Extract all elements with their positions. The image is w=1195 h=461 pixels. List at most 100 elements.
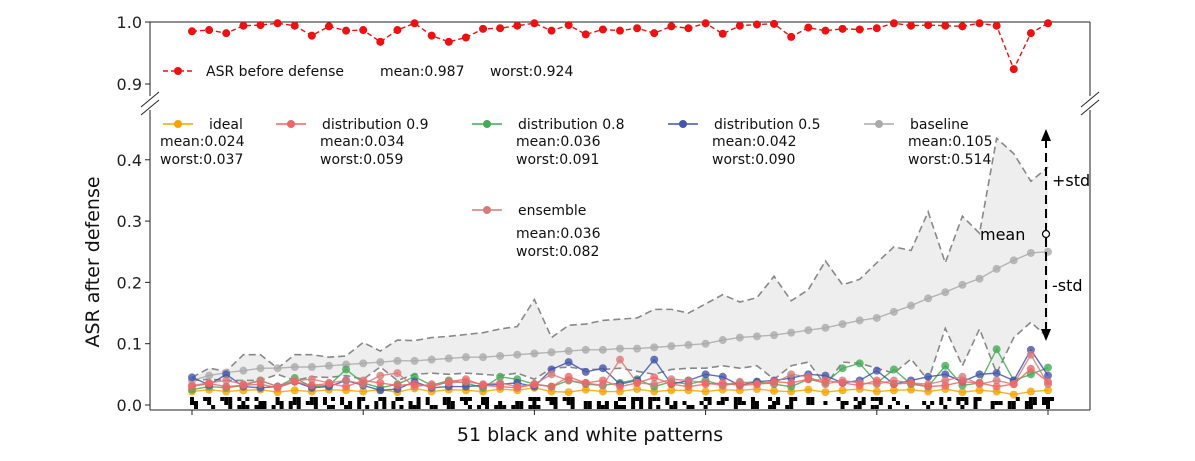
break-mark-right-2 (1080, 99, 1100, 116)
pattern-cell (887, 405, 892, 409)
pattern-thumbnail (922, 401, 935, 409)
pattern-thumbnail (237, 397, 250, 409)
bottom-panel: 0.00.10.20.30.4 +std -std mean idealmean… (117, 110, 1091, 415)
point-ensemble (992, 376, 1001, 385)
bottom-panel-series (188, 247, 1052, 399)
pattern-cell (271, 405, 276, 409)
point-before-defense (479, 24, 488, 33)
pattern-cell (639, 405, 644, 409)
point-before-defense (718, 29, 727, 38)
pattern-cell (340, 401, 345, 405)
pattern-cell (631, 405, 636, 409)
pattern-cell (446, 397, 451, 401)
legend-swatch-marker-distribution-0-5 (679, 120, 687, 128)
pattern-cell (587, 401, 592, 405)
pattern-thumbnail (357, 397, 370, 409)
pattern-cell (750, 405, 755, 409)
pattern-cell (237, 397, 242, 401)
plus-std-label: +std (1052, 171, 1090, 190)
pattern-cell (699, 401, 704, 405)
pattern-thumbnail (853, 397, 866, 409)
point-baseline (855, 316, 864, 325)
point-baseline (239, 366, 248, 375)
legend-mean-ideal: mean:0.024 (160, 134, 245, 150)
point-before-defense (684, 24, 693, 33)
pattern-cell (378, 397, 383, 401)
pattern-cell (707, 401, 712, 405)
pattern-cell (348, 405, 353, 409)
pattern-cell (878, 401, 883, 405)
pattern-cell (720, 397, 725, 401)
pattern-cell (549, 397, 554, 401)
point-baseline (393, 356, 402, 365)
point-distribution-0-9 (941, 381, 950, 390)
pattern-cell (481, 397, 486, 401)
pattern-cell (344, 405, 349, 409)
pattern-cell (425, 397, 430, 401)
pattern-cell (288, 405, 293, 409)
point-before-defense (598, 25, 607, 34)
pattern-cell (1046, 397, 1050, 401)
pattern-thumbnail (806, 397, 815, 405)
point-ideal (667, 386, 676, 395)
point-ensemble (1026, 350, 1035, 359)
pattern-cell (399, 397, 404, 401)
point-baseline (290, 362, 299, 371)
pattern-cell (511, 405, 516, 409)
pattern-thumbnails (190, 397, 1054, 409)
pattern-cell (570, 401, 575, 405)
pattern-cell (258, 405, 263, 409)
pattern-cell (262, 405, 267, 409)
minus-std-label: -std (1052, 276, 1083, 295)
pattern-thumbnail (459, 397, 472, 409)
point-ideal (598, 387, 607, 396)
pattern-cell (733, 405, 738, 409)
pattern-thumbnail (733, 397, 746, 409)
point-distribution-0-9 (273, 383, 282, 392)
point-ideal (975, 386, 984, 395)
point-before-defense (1009, 65, 1018, 74)
pattern-cell (998, 401, 1003, 405)
point-before-defense (427, 31, 436, 40)
point-distribution-0-9 (581, 378, 590, 387)
pattern-cell (789, 401, 794, 405)
point-before-defense (256, 21, 265, 30)
pattern-cell (648, 405, 653, 409)
point-distribution-0-9 (410, 380, 419, 389)
axis-break-marks (140, 91, 1100, 116)
point-distribution-0-9 (376, 378, 385, 387)
pattern-cell (412, 405, 417, 409)
point-distribution-0-5 (975, 370, 984, 379)
pattern-cell (622, 397, 626, 401)
point-before-defense (461, 33, 470, 42)
point-baseline (838, 320, 847, 329)
pattern-cell (446, 401, 451, 405)
pattern-cell (956, 401, 961, 405)
pattern-cell (716, 401, 721, 405)
point-distribution-0-9 (924, 382, 933, 391)
point-baseline (718, 336, 727, 345)
point-before-defense (633, 24, 642, 33)
pattern-cell (224, 401, 229, 405)
pattern-cell (956, 397, 961, 401)
pattern-cell (566, 397, 571, 401)
std-annotation: +std -std mean (980, 129, 1090, 341)
point-before-defense (513, 21, 522, 30)
point-before-defense (188, 27, 196, 36)
point-distribution-0-5 (701, 370, 710, 379)
point-distribution-0-5 (581, 367, 590, 376)
point-distribution-0-9 (889, 380, 898, 389)
point-baseline (992, 264, 1001, 273)
point-before-defense (907, 21, 916, 30)
pattern-cell (665, 397, 670, 401)
point-baseline (444, 354, 453, 363)
legend-mean-distribution-0-8: mean:0.036 (516, 134, 601, 150)
pattern-cell (442, 401, 447, 405)
point-before-defense (855, 25, 864, 34)
legend-label-distribution-0-5: distribution 0.5 (714, 117, 821, 133)
pattern-cell (357, 401, 362, 405)
pattern-cell (292, 397, 297, 401)
pattern-cell (485, 401, 490, 405)
pattern-cell (361, 397, 366, 401)
